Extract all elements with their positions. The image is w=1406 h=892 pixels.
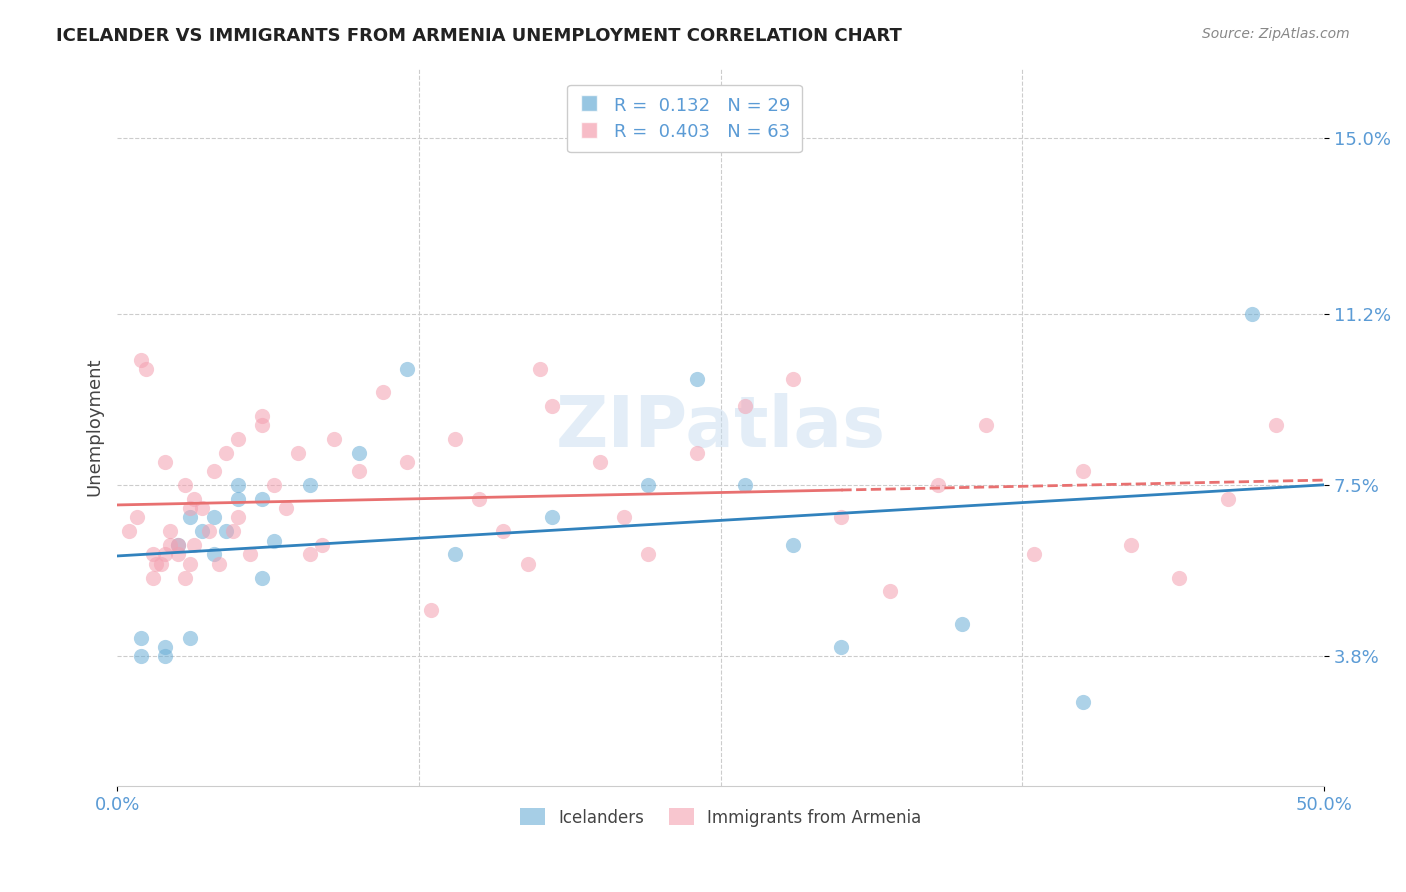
Point [782, 538, 804, 552]
Point [183, 491, 205, 506]
Point [166, 548, 188, 562]
Point [589, 455, 612, 469]
Point [734, 478, 756, 492]
Point [311, 538, 333, 552]
Point [879, 584, 901, 599]
Point [135, 362, 157, 376]
Point [183, 538, 205, 552]
Point [1240, 307, 1263, 321]
Point [395, 455, 418, 469]
Point [118, 524, 141, 539]
Point [1024, 548, 1046, 562]
Y-axis label: Unemployment: Unemployment [86, 358, 103, 497]
Point [155, 455, 177, 469]
Point [395, 362, 418, 376]
Point [198, 524, 221, 539]
Point [155, 649, 177, 664]
Point [155, 640, 177, 654]
Text: ICELANDER VS IMMIGRANTS FROM ARMENIA UNEMPLOYMENT CORRELATION CHART: ICELANDER VS IMMIGRANTS FROM ARMENIA UNE… [56, 27, 903, 45]
Point [637, 548, 659, 562]
Point [299, 548, 322, 562]
Point [685, 371, 707, 385]
Point [444, 548, 467, 562]
Point [159, 524, 181, 539]
Point [1168, 570, 1191, 584]
Point [371, 385, 394, 400]
Point [927, 478, 949, 492]
Point [444, 432, 467, 446]
Point [276, 501, 298, 516]
Point [159, 538, 181, 552]
Point [263, 533, 285, 548]
Point [516, 557, 538, 571]
Point [131, 631, 153, 645]
Point [179, 557, 201, 571]
Point [1071, 696, 1094, 710]
Point [492, 524, 515, 539]
Point [250, 417, 273, 432]
Legend: Icelanders, Immigrants from Armenia: Icelanders, Immigrants from Armenia [512, 800, 929, 835]
Point [155, 548, 177, 562]
Point [250, 570, 273, 584]
Point [179, 510, 201, 524]
Point [145, 557, 167, 571]
Point [131, 649, 153, 664]
Point [250, 409, 273, 423]
Point [173, 478, 195, 492]
Point [263, 478, 285, 492]
Point [226, 510, 249, 524]
Point [830, 640, 852, 654]
Point [215, 524, 238, 539]
Point [131, 353, 153, 368]
Point [226, 491, 249, 506]
Point [540, 510, 562, 524]
Point [226, 478, 249, 492]
Point [207, 557, 229, 571]
Point [179, 501, 201, 516]
Point [190, 524, 212, 539]
Point [142, 548, 165, 562]
Point [323, 432, 346, 446]
Point [149, 557, 172, 571]
Point [1264, 417, 1286, 432]
Point [125, 510, 148, 524]
Point [202, 464, 225, 478]
Point [974, 417, 997, 432]
Point [202, 510, 225, 524]
Point [173, 570, 195, 584]
Point [420, 603, 443, 617]
Point [685, 445, 707, 459]
Point [179, 631, 201, 645]
Point [613, 510, 636, 524]
Point [830, 510, 852, 524]
Point [250, 491, 273, 506]
Point [142, 570, 165, 584]
Point [222, 524, 245, 539]
Point [166, 538, 188, 552]
Point [166, 538, 188, 552]
Point [529, 362, 551, 376]
Point [637, 478, 659, 492]
Point [347, 464, 370, 478]
Point [299, 478, 322, 492]
Point [287, 445, 309, 459]
Point [215, 445, 238, 459]
Point [239, 548, 262, 562]
Point [1216, 491, 1239, 506]
Point [1119, 538, 1142, 552]
Point [540, 400, 562, 414]
Point [1071, 464, 1094, 478]
Point [347, 445, 370, 459]
Point [190, 501, 212, 516]
Point [950, 616, 973, 631]
Point [734, 400, 756, 414]
Text: ZIPatlas: ZIPatlas [555, 392, 886, 462]
Point [468, 491, 491, 506]
Text: Source: ZipAtlas.com: Source: ZipAtlas.com [1202, 27, 1350, 41]
Point [782, 371, 804, 385]
Point [226, 432, 249, 446]
Point [202, 548, 225, 562]
